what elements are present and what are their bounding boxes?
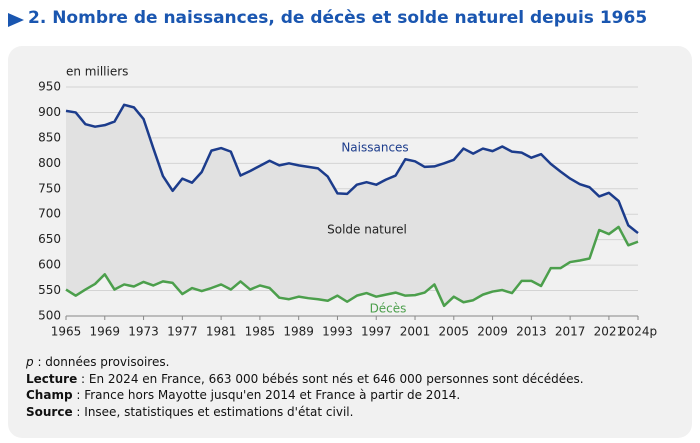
x-tick-label: 1989 [283, 325, 314, 339]
title: 2. Nombre de naissances, de décès et sol… [28, 8, 648, 28]
y-tick-label: 900 [38, 105, 61, 119]
x-tick-label: 2009 [477, 325, 508, 339]
x-tick-label: 1969 [90, 325, 121, 339]
note-label: Source [26, 404, 73, 419]
note-text: : données provisoires. [33, 355, 170, 369]
note-text: : Insee, statistiques et estimations d'é… [72, 404, 354, 419]
x-tick-label: 2021 [594, 325, 625, 339]
series-label: Décès [370, 302, 407, 316]
x-tick-label: 1997 [361, 325, 392, 339]
y-tick-label: 750 [38, 181, 61, 195]
y-tick-label: 600 [38, 258, 61, 272]
x-tick-label: 1965 [51, 325, 82, 339]
area-label: Solde naturel [327, 223, 407, 237]
x-tick-label: 2024p [619, 325, 657, 339]
note-text: : En 2024 en France, 663 000 bébés sont … [77, 371, 584, 386]
series-label: Naissances [341, 141, 408, 155]
x-tick-label: 2005 [439, 325, 470, 339]
x-tick-label: 1985 [245, 325, 276, 339]
note: Source : Insee, statistiques et estimati… [26, 404, 584, 421]
x-tick-label: 2001 [400, 325, 431, 339]
x-tick-label: 1977 [167, 325, 198, 339]
note-label: Champ [26, 388, 73, 402]
note-label: Lecture [26, 371, 78, 386]
y-tick-label: 850 [38, 130, 61, 144]
note: p : données provisoires. [26, 354, 584, 371]
y-tick-label: 650 [38, 232, 61, 246]
x-tick-label: 1993 [322, 325, 353, 339]
title-icon [8, 13, 24, 27]
y-axis-label: en milliers [66, 65, 128, 79]
y-tick-label: 500 [38, 309, 61, 323]
note: Champ : France hors Mayotte jusqu'en 201… [26, 387, 584, 404]
note-text: : France hors Mayotte jusqu'en 2014 et F… [72, 388, 461, 402]
note: Lecture : En 2024 en France, 663 000 béb… [26, 371, 584, 388]
x-tick-label: 1973 [128, 325, 159, 339]
y-tick-label: 800 [38, 156, 61, 170]
y-tick-label: 550 [38, 283, 61, 297]
solde-area [66, 104, 638, 306]
x-tick-label: 2013 [516, 325, 547, 339]
x-tick-label: 2017 [555, 325, 586, 339]
y-tick-label: 700 [38, 207, 61, 221]
y-tick-label: 950 [38, 80, 61, 94]
series-line [65, 103, 639, 235]
series-line [65, 225, 639, 308]
x-tick-label: 1981 [206, 325, 237, 339]
notes: p : données provisoires. Lecture : En 202… [26, 354, 584, 420]
note-label: p [26, 355, 34, 369]
